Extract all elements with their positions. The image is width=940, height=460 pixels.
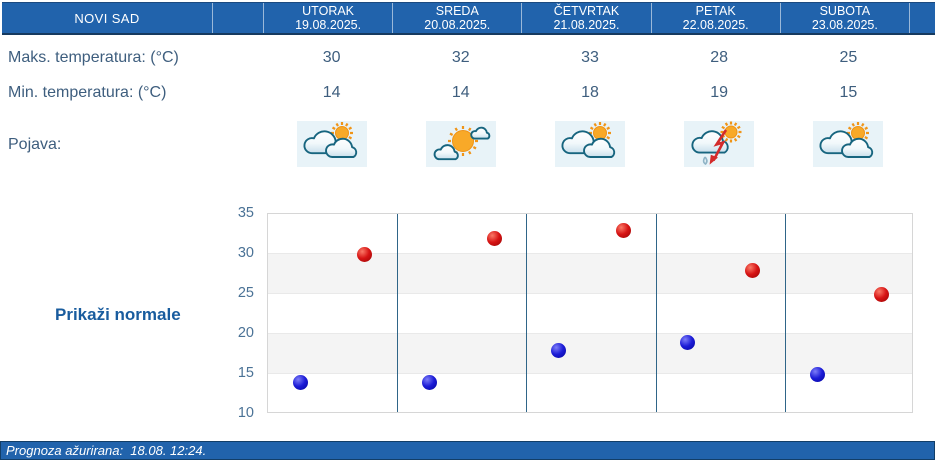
min-temp-point — [809, 366, 825, 382]
max-temp-value: 32 — [451, 49, 470, 66]
y-axis-tick: 20 — [237, 325, 254, 341]
weather-icon-cell — [784, 121, 913, 167]
day-name: ČETVRTAK — [553, 4, 620, 18]
chart-day-separator — [784, 214, 786, 412]
temperature-plot — [267, 213, 913, 413]
header-tail — [910, 3, 935, 33]
max-temp-point — [745, 262, 760, 278]
max-temp-point — [615, 222, 631, 238]
day-name: PETAK — [695, 4, 736, 18]
day-date: 21.08.2025. — [553, 18, 620, 32]
min-temp-value: 19 — [710, 84, 729, 101]
updated-text: Prognoza ažurirana: 18.08. 12:24. — [6, 443, 207, 458]
min-temp-value: 15 — [839, 84, 858, 101]
weather-icon-cell — [655, 121, 784, 167]
min-temp-value: 14 — [451, 84, 470, 101]
forecast-header: NOVI SAD UTORAK 19.08.2025. SREDA 20.08.202… — [2, 2, 935, 35]
day-header-subota: SUBOTA 23.08.2025. — [781, 3, 910, 33]
phenomenon-icons-row — [267, 121, 913, 167]
max-temp-point — [357, 246, 373, 262]
header-spacer — [213, 3, 264, 33]
day-header-utorak: UTORAK 19.08.2025. — [264, 3, 394, 33]
y-axis-tick: 35 — [237, 205, 254, 221]
weather-icon-cell — [525, 121, 654, 167]
y-axis-tick: 15 — [237, 365, 254, 381]
day-date: 23.08.2025. — [811, 18, 878, 32]
weather-icon-cell — [267, 121, 396, 167]
min-temp-value: 14 — [322, 84, 341, 101]
max-temp-value: 33 — [581, 49, 599, 66]
chart-day-separator — [526, 214, 528, 412]
max-temp-value: 25 — [839, 49, 858, 66]
day-header-petak: PETAK 22.08.2025. — [652, 3, 781, 33]
y-axis-tick: 30 — [237, 245, 254, 261]
min-temp-point — [551, 342, 567, 358]
footer-status-bar: Prognoza ažurirana: 18.08. 12:24. — [0, 441, 935, 460]
min-temp-point — [422, 374, 437, 390]
show-normals-button[interactable]: Prikaži normale — [55, 305, 181, 324]
sun-behind-clouds-icon — [554, 121, 625, 167]
chart-day-separator — [655, 214, 657, 412]
sun-behind-clouds-icon — [296, 121, 367, 167]
thunderstorm-with-sun-icon — [684, 121, 755, 167]
day-date: 19.08.2025. — [295, 18, 362, 32]
min-temp-value: 18 — [581, 84, 599, 101]
day-date: 22.08.2025. — [682, 18, 749, 32]
day-header-cetvrtak: ČETVRTAK 21.08.2025. — [522, 3, 652, 33]
max-temp-value: 30 — [322, 49, 341, 66]
day-date: 20.08.2025. — [424, 18, 491, 32]
location-header: NOVI SAD — [2, 3, 213, 33]
max-temp-label: Maks. temperatura: (°C) — [8, 49, 179, 66]
day-name: UTORAK — [302, 4, 355, 18]
phenomenon-label: Pojava: — [8, 136, 62, 153]
max-temp-value: 28 — [710, 49, 729, 66]
max-temp-point — [874, 286, 890, 302]
day-name: SUBOTA — [819, 4, 871, 18]
y-axis-tick: 10 — [237, 405, 254, 421]
sun-with-small-clouds-icon — [425, 121, 496, 167]
max-temp-values-row: 30 32 33 28 25 — [267, 49, 913, 67]
sun-behind-clouds-icon — [813, 121, 884, 167]
min-temp-point — [292, 374, 308, 390]
y-axis: 35 30 25 20 15 10 — [226, 205, 260, 421]
max-temp-point — [486, 230, 502, 246]
min-temp-point — [680, 334, 696, 350]
weather-icon-cell — [396, 121, 525, 167]
y-axis-tick: 25 — [237, 285, 254, 301]
day-header-sreda: SREDA 20.08.2025. — [393, 3, 523, 33]
day-name: SREDA — [435, 4, 479, 18]
min-temp-label: Min. temperatura: (°C) — [8, 84, 167, 101]
min-temp-values-row: 14 14 18 19 15 — [267, 84, 913, 102]
chart-day-separator — [397, 214, 399, 412]
